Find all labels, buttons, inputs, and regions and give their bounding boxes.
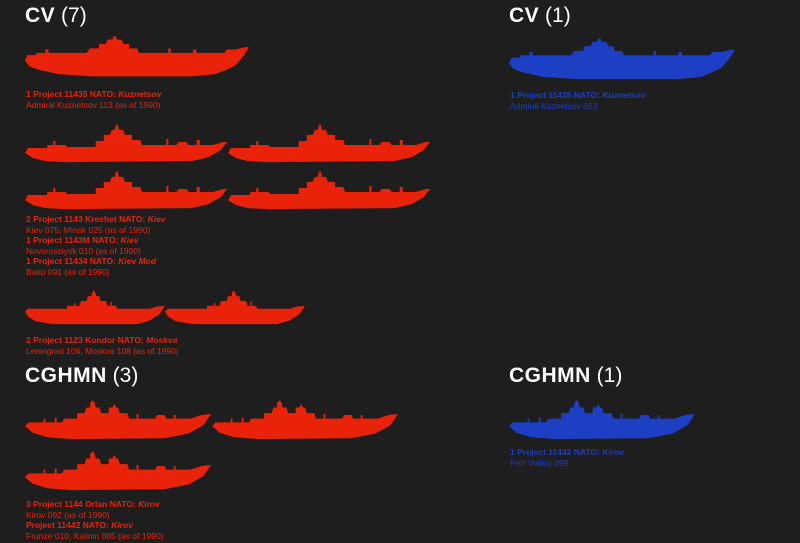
ship-class-label: 1 Project 11435 NATO: Kuznetsov (510, 90, 646, 100)
kirov-silhouette (212, 398, 398, 444)
ship-names: Novorossiysk 010 (as of 1990) (26, 245, 141, 256)
ship-names: Admiral Kuznetsov 113 (as of 1990) (26, 99, 161, 110)
section-type: CGHMN (25, 364, 107, 387)
moskva-silhouette (165, 283, 305, 333)
section-count: (1) (545, 4, 571, 27)
kuznetsov-silhouette (25, 36, 249, 81)
ship-class-label: 3 Project 1144 Orlan NATO: Kirov (26, 499, 160, 509)
ship-names: Petr Velikiy 099 (510, 457, 569, 468)
nato-name: Kuznetsov (602, 90, 646, 100)
nato-name: Kirov (111, 520, 133, 531)
ship-class-label: 1 Project 1143M NATO: Kiev (26, 235, 139, 246)
section-type: CV (509, 4, 540, 27)
ship-names: Baku 091 (as of 1990) (26, 266, 110, 277)
ship-class-label: 1 Project 11434 NATO: Kiev Mod (26, 256, 157, 267)
nato-name: Kiev Mod (118, 256, 157, 267)
ship-class-label: 1 Project 11435 NATO: Kuznetsov (26, 89, 162, 99)
moskva-silhouette (25, 283, 165, 333)
nato-name: Kiev (147, 214, 166, 224)
kiev-silhouette (228, 169, 430, 215)
kuznetsov-caption: 1 Project 11435 NATO: Kuznetsov Admiral … (26, 89, 161, 110)
ship-class-label: 2 Project 1123 Kondor NATO: Moskva (26, 335, 178, 345)
cv-other-heading: CV (1) (509, 4, 571, 28)
section-type: CGHMN (509, 364, 591, 387)
cghmn-soviet-heading: CGHMN (3) (25, 364, 138, 388)
kirov-other-silhouette (509, 398, 695, 444)
nato-name: Moskva (146, 335, 178, 345)
section-count: (7) (61, 4, 87, 27)
ship-names: Frunze 010, Kalinin 085 (as of 1990) (26, 530, 164, 541)
ship-names: Kiev 075, Minsk 025 (as of 1990) (26, 224, 151, 235)
kiev-silhouette (25, 169, 227, 215)
ship-names: Kirov 092 (as of 1990) (26, 509, 110, 520)
kirov-other-caption: 1 Project 11442 NATO: Kirov Petr Velikiy… (510, 447, 624, 468)
kirov-caption: 3 Project 1144 Orlan NATO: Kirov Kirov 0… (26, 499, 164, 541)
section-count: (1) (596, 364, 623, 387)
nato-name: Kiev (120, 235, 139, 246)
kiev-silhouette (228, 122, 430, 168)
kiev-silhouette (25, 122, 227, 168)
ship-class-label: Project 11442 NATO: Kirov (26, 520, 133, 531)
kirov-silhouette (25, 398, 211, 444)
nato-name: Kirov (602, 447, 625, 457)
kuznetsov-other-caption: 1 Project 11435 NATO: Kuznetsov Admiral … (510, 90, 645, 111)
kirov-silhouette (25, 449, 211, 495)
cghmn-other-heading: CGHMN (1) (509, 364, 622, 388)
nato-name: Kirov (138, 499, 160, 509)
moskva-caption: 2 Project 1123 Kondor NATO: Moskva Lenin… (26, 335, 179, 356)
nato-name: Kuznetsov (118, 89, 162, 99)
kuznetsov-other-silhouette (509, 38, 735, 84)
ship-class-label: 2 Project 1143 Krechet NATO: Kiev (26, 214, 166, 224)
ship-names: Leningrad 106, Moskva 108 (as of 1990) (26, 345, 179, 356)
section-count: (3) (112, 364, 139, 387)
ship-class-label: 1 Project 11442 NATO: Kirov (510, 447, 625, 457)
ship-names: Admiral Kuznetsov 063 (510, 100, 598, 111)
cv-soviet-heading: CV (7) (25, 4, 87, 28)
kiev-caption: 2 Project 1143 Krechet NATO: Kiev Kiev 0… (26, 214, 166, 278)
section-type: CV (25, 4, 56, 27)
